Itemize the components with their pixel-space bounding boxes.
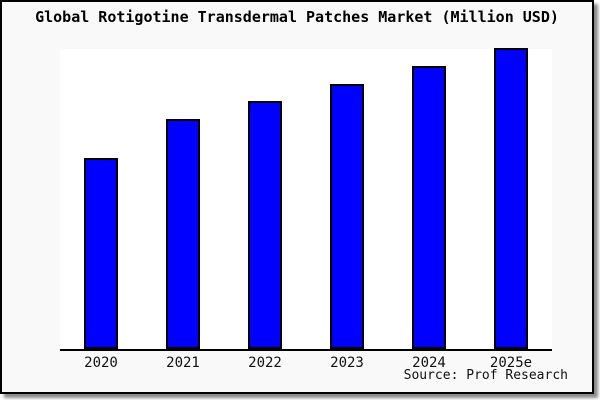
chart-figure: Global Rotigotine Transdermal Patches Ma… — [0, 0, 594, 394]
bar-2021 — [166, 119, 200, 349]
source-note: Source: Prof Research — [403, 368, 568, 383]
x-tick-label: 2020 — [84, 355, 118, 371]
bar-slot — [224, 101, 306, 349]
x-tick-label: 2023 — [330, 355, 364, 371]
bar-2024 — [412, 66, 446, 349]
bar-slot — [60, 158, 142, 349]
bar-2022 — [248, 101, 282, 349]
bar-slot — [470, 48, 552, 349]
chart-title: Global Rotigotine Transdermal Patches Ma… — [35, 8, 559, 26]
bar-slot — [142, 119, 224, 349]
x-tick-label: 2025e — [489, 355, 533, 371]
x-tick-label: 2024 — [412, 355, 446, 371]
bar-2020 — [84, 158, 118, 349]
bar-2023 — [330, 84, 364, 349]
bar-slot — [388, 66, 470, 349]
plot-area — [60, 48, 552, 351]
bar-2025e — [494, 48, 528, 349]
x-tick-label: 2021 — [166, 355, 200, 371]
bar-slot — [306, 84, 388, 349]
x-tick-label: 2022 — [248, 355, 282, 371]
x-axis-labels: 2020 2021 2022 2023 2024 2025e — [60, 355, 552, 371]
